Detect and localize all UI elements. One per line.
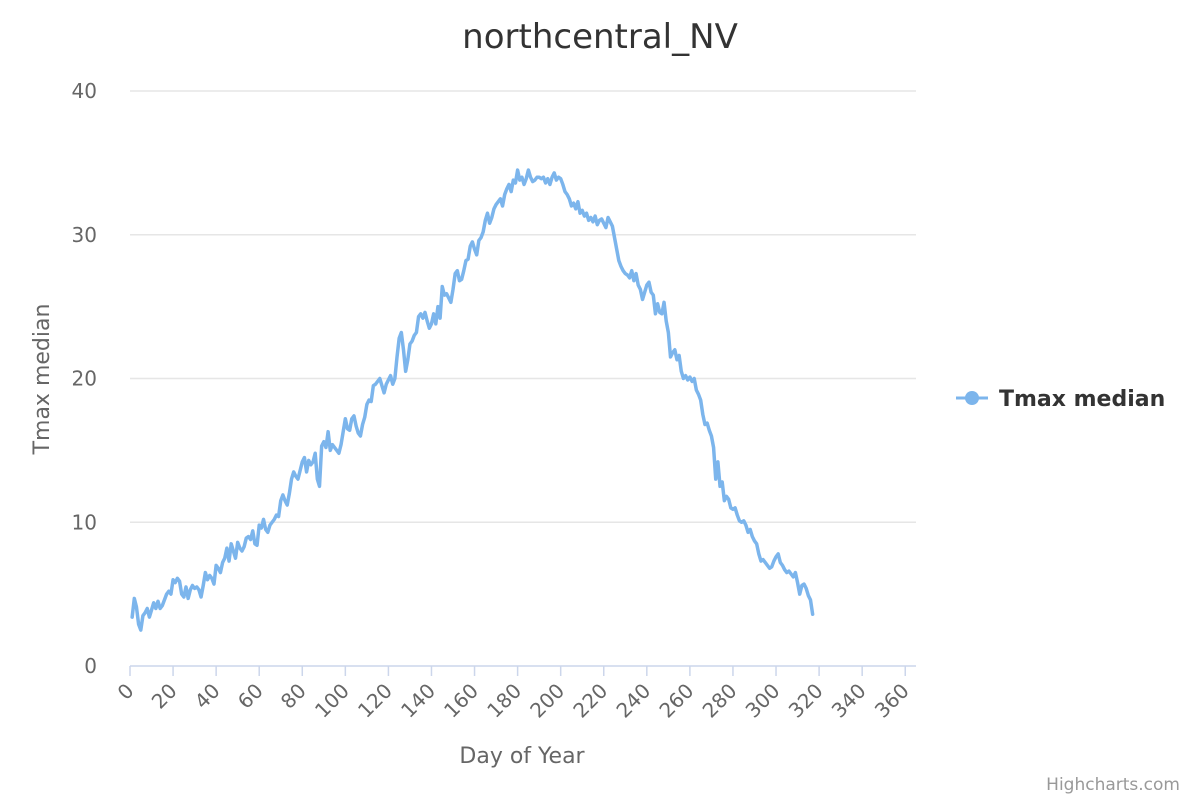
y-tick-labels: 0 10 20 30 40 (72, 79, 97, 678)
credits-link[interactable]: Highcharts.com (1046, 775, 1180, 795)
x-tick-label: 240 (611, 679, 655, 723)
x-tick-label: 160 (439, 679, 483, 723)
x-axis (129, 665, 916, 676)
x-tick-label: 180 (482, 679, 526, 723)
y-tick-label: 10 (72, 510, 97, 534)
x-tick-label: 220 (568, 679, 612, 723)
x-tick-label: 260 (654, 679, 698, 723)
x-tick-label: 20 (147, 679, 182, 714)
x-tick-label: 120 (353, 679, 397, 723)
x-tick-label: 140 (396, 679, 440, 723)
y-tick-label: 40 (72, 79, 97, 103)
x-tick-label: 360 (870, 679, 914, 723)
x-tick-label: 0 (113, 679, 139, 705)
x-tick-label: 60 (233, 679, 268, 714)
x-tick-label: 40 (190, 679, 225, 714)
x-tick-label: 100 (310, 679, 354, 723)
x-tick-label: 300 (741, 679, 785, 723)
x-tick-label: 80 (276, 679, 311, 714)
legend-item[interactable]: Tmax median (956, 387, 1165, 412)
y-tick-label: 30 (72, 223, 97, 247)
x-axis-title: Day of Year (459, 744, 585, 769)
x-tick-label: 280 (698, 679, 742, 723)
series-line-tmax-median[interactable] (130, 168, 815, 632)
legend-label: Tmax median (999, 387, 1165, 412)
x-tick-labels: 0 20 40 60 80 100 120 140 160 180 200 220 240 260 280 3… (113, 679, 914, 723)
chart-title: northcentral_NV (462, 17, 738, 57)
x-tick-label: 200 (525, 679, 569, 723)
y-axis-title: Tmax median (30, 304, 55, 456)
y-tick-label: 0 (84, 654, 97, 678)
series-layer (130, 168, 815, 632)
legend-symbol-marker (965, 391, 979, 405)
x-tick-label: 340 (827, 679, 871, 723)
y-tick-label: 20 (72, 367, 97, 391)
x-tick-label: 320 (784, 679, 828, 723)
grid-layer (130, 90, 916, 523)
